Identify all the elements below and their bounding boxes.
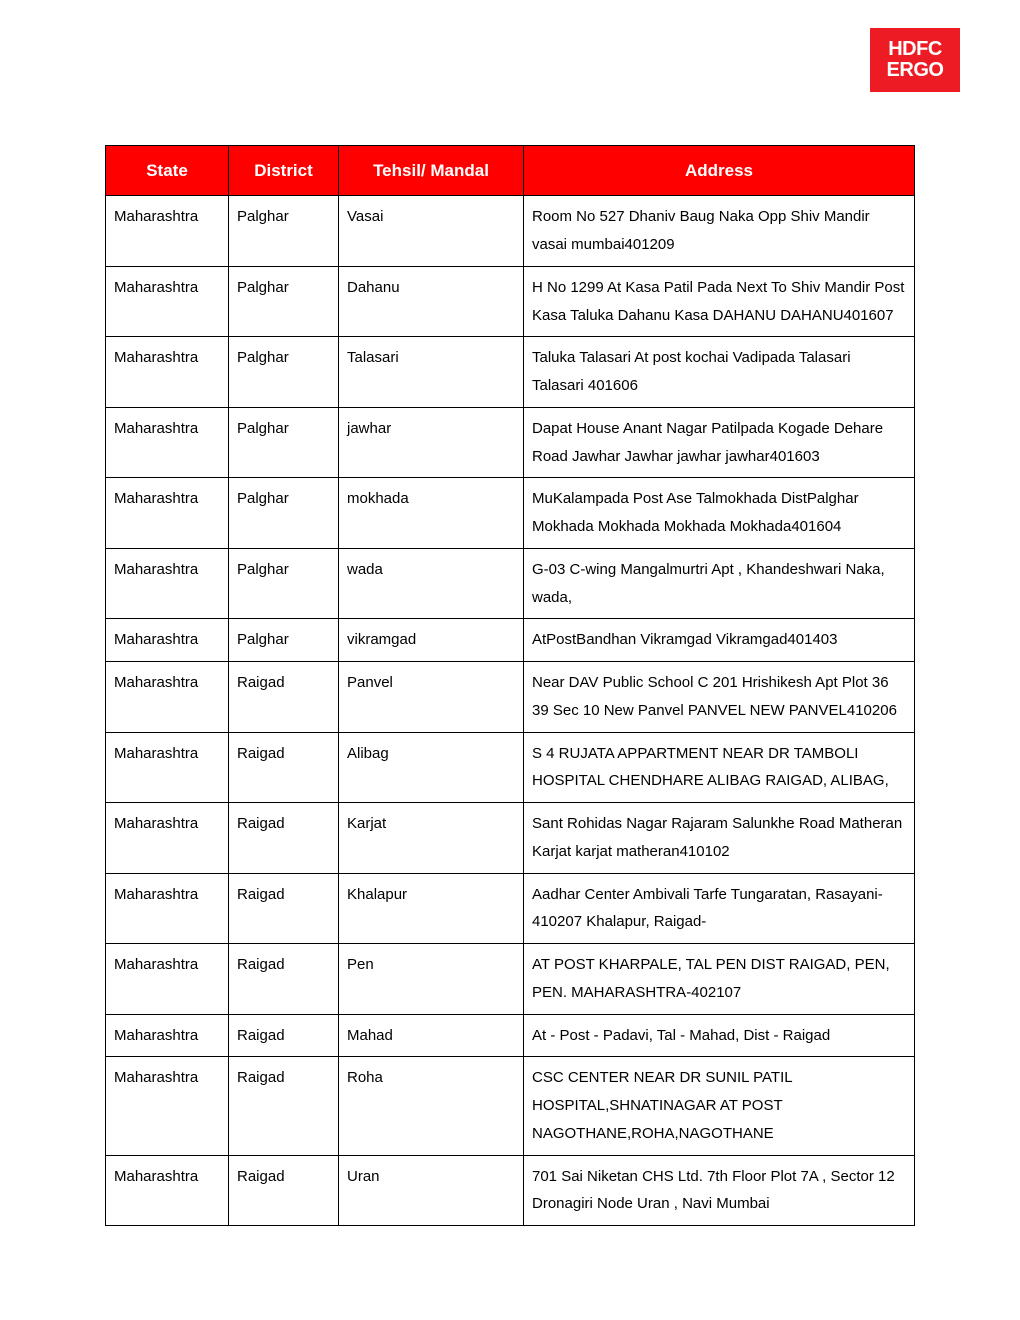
cell-state: Maharashtra <box>106 803 229 874</box>
cell-tehsil: wada <box>339 548 524 619</box>
cell-state: Maharashtra <box>106 266 229 337</box>
cell-district: Palghar <box>229 619 339 662</box>
cell-tehsil: vikramgad <box>339 619 524 662</box>
cell-district: Palghar <box>229 478 339 549</box>
cell-tehsil: mokhada <box>339 478 524 549</box>
cell-address: Sant Rohidas Nagar Rajaram Salunkhe Road… <box>524 803 915 874</box>
cell-tehsil: Karjat <box>339 803 524 874</box>
cell-district: Raigad <box>229 803 339 874</box>
col-address: Address <box>524 146 915 196</box>
cell-district: Raigad <box>229 1155 339 1226</box>
cell-state: Maharashtra <box>106 407 229 478</box>
cell-tehsil: Pen <box>339 944 524 1015</box>
table-body: MaharashtraPalgharVasaiRoom No 527 Dhani… <box>106 196 915 1226</box>
cell-address: At - Post - Padavi, Tal - Mahad, Dist - … <box>524 1014 915 1057</box>
table-row: MaharashtraRaigadKhalapurAadhar Center A… <box>106 873 915 944</box>
cell-district: Palghar <box>229 548 339 619</box>
cell-district: Raigad <box>229 944 339 1015</box>
table-row: MaharashtraRaigadPanvelNear DAV Public S… <box>106 662 915 733</box>
cell-state: Maharashtra <box>106 944 229 1015</box>
logo-line1: HDFC <box>888 39 942 60</box>
cell-district: Palghar <box>229 196 339 267</box>
cell-tehsil: jawhar <box>339 407 524 478</box>
table-row: MaharashtraPalgharDahanuH No 1299 At Kas… <box>106 266 915 337</box>
table-row: MaharashtraPalgharvikramgadAtPostBandhan… <box>106 619 915 662</box>
cell-tehsil: Roha <box>339 1057 524 1155</box>
cell-state: Maharashtra <box>106 196 229 267</box>
col-state: State <box>106 146 229 196</box>
table-row: MaharashtraPalgharwadaG-03 C-wing Mangal… <box>106 548 915 619</box>
cell-state: Maharashtra <box>106 548 229 619</box>
table-row: MaharashtraRaigadAlibagS 4 RUJATA APPART… <box>106 732 915 803</box>
cell-district: Palghar <box>229 407 339 478</box>
cell-tehsil: Vasai <box>339 196 524 267</box>
cell-address: Near DAV Public School C 201 Hrishikesh … <box>524 662 915 733</box>
brand-logo: HDFC ERGO <box>870 28 960 92</box>
cell-state: Maharashtra <box>106 873 229 944</box>
cell-address: H No 1299 At Kasa Patil Pada Next To Shi… <box>524 266 915 337</box>
table-row: MaharashtraRaigadMahadAt - Post - Padavi… <box>106 1014 915 1057</box>
cell-tehsil: Mahad <box>339 1014 524 1057</box>
cell-district: Palghar <box>229 266 339 337</box>
cell-district: Raigad <box>229 873 339 944</box>
cell-address: CSC CENTER NEAR DR SUNIL PATIL HOSPITAL,… <box>524 1057 915 1155</box>
cell-district: Palghar <box>229 337 339 408</box>
cell-state: Maharashtra <box>106 619 229 662</box>
cell-state: Maharashtra <box>106 478 229 549</box>
table-row: MaharashtraPalgharmokhadaMuKalampada Pos… <box>106 478 915 549</box>
cell-state: Maharashtra <box>106 1057 229 1155</box>
table-row: MaharashtraPalgharTalasariTaluka Talasar… <box>106 337 915 408</box>
cell-address: Taluka Talasari At post kochai Vadipada … <box>524 337 915 408</box>
cell-district: Raigad <box>229 1014 339 1057</box>
address-table: State District Tehsil/ Mandal Address Ma… <box>105 145 915 1226</box>
col-district: District <box>229 146 339 196</box>
cell-address: Dapat House Anant Nagar Patilpada Kogade… <box>524 407 915 478</box>
cell-state: Maharashtra <box>106 337 229 408</box>
cell-address: AtPostBandhan Vikramgad Vikramgad401403 <box>524 619 915 662</box>
col-tehsil: Tehsil/ Mandal <box>339 146 524 196</box>
cell-address: Room No 527 Dhaniv Baug Naka Opp Shiv Ma… <box>524 196 915 267</box>
cell-district: Raigad <box>229 1057 339 1155</box>
cell-address: AT POST KHARPALE, TAL PEN DIST RAIGAD, P… <box>524 944 915 1015</box>
logo-line2: ERGO <box>887 60 944 81</box>
cell-tehsil: Alibag <box>339 732 524 803</box>
table-row: MaharashtraPalgharjawharDapat House Anan… <box>106 407 915 478</box>
cell-tehsil: Uran <box>339 1155 524 1226</box>
cell-address: 701 Sai Niketan CHS Ltd. 7th Floor Plot … <box>524 1155 915 1226</box>
cell-state: Maharashtra <box>106 1014 229 1057</box>
table-row: MaharashtraRaigadUran701 Sai Niketan CHS… <box>106 1155 915 1226</box>
cell-state: Maharashtra <box>106 1155 229 1226</box>
table-row: MaharashtraRaigadRohaCSC CENTER NEAR DR … <box>106 1057 915 1155</box>
table-row: MaharashtraRaigadPenAT POST KHARPALE, TA… <box>106 944 915 1015</box>
table-row: MaharashtraRaigadKarjatSant Rohidas Naga… <box>106 803 915 874</box>
address-table-container: State District Tehsil/ Mandal Address Ma… <box>105 145 915 1226</box>
cell-state: Maharashtra <box>106 662 229 733</box>
cell-tehsil: Dahanu <box>339 266 524 337</box>
cell-address: S 4 RUJATA APPARTMENT NEAR DR TAMBOLI HO… <box>524 732 915 803</box>
cell-district: Raigad <box>229 732 339 803</box>
table-row: MaharashtraPalgharVasaiRoom No 527 Dhani… <box>106 196 915 267</box>
cell-address: Aadhar Center Ambivali Tarfe Tungaratan,… <box>524 873 915 944</box>
cell-address: G-03 C-wing Mangalmurtri Apt , Khandeshw… <box>524 548 915 619</box>
cell-tehsil: Panvel <box>339 662 524 733</box>
table-header-row: State District Tehsil/ Mandal Address <box>106 146 915 196</box>
cell-address: MuKalampada Post Ase Talmokhada DistPalg… <box>524 478 915 549</box>
cell-district: Raigad <box>229 662 339 733</box>
cell-state: Maharashtra <box>106 732 229 803</box>
cell-tehsil: Talasari <box>339 337 524 408</box>
cell-tehsil: Khalapur <box>339 873 524 944</box>
